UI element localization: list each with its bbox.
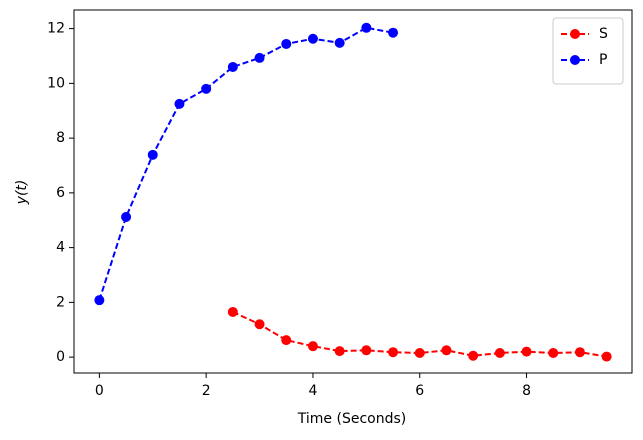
- x-tick-label: 8: [522, 383, 531, 399]
- marker: [307, 341, 318, 352]
- marker: [548, 348, 559, 359]
- y-tick-label: 4: [56, 240, 65, 256]
- legend-box: [552, 17, 624, 85]
- series-line: [98, 26, 394, 301]
- x-tick-label: 4: [308, 383, 317, 399]
- y-tick-label: 0: [56, 349, 65, 365]
- marker: [441, 345, 452, 356]
- x-tick-label: 0: [95, 383, 104, 399]
- marker: [281, 38, 292, 49]
- marker: [254, 52, 265, 63]
- marker: [227, 306, 238, 317]
- marker: [307, 33, 318, 44]
- marker: [521, 346, 532, 357]
- x-tick-label: 2: [202, 383, 211, 399]
- x-tick-label: 6: [415, 383, 424, 399]
- marker: [334, 37, 345, 48]
- y-axis-label: y(t): [14, 180, 30, 206]
- y-tick-label: 12: [47, 21, 65, 37]
- marker: [174, 98, 185, 109]
- legend: SP: [552, 17, 624, 85]
- y-tick-label: 10: [47, 75, 65, 91]
- marker: [94, 295, 105, 306]
- marker: [334, 346, 345, 357]
- x-axis-label: Time (Seconds): [297, 411, 406, 427]
- marker: [361, 22, 372, 33]
- marker: [468, 350, 479, 361]
- y-tick-label: 2: [56, 294, 65, 310]
- marker: [201, 83, 212, 94]
- marker: [227, 61, 238, 72]
- marker: [494, 348, 505, 359]
- legend-label: P: [599, 52, 607, 68]
- marker: [414, 348, 425, 359]
- marker: [281, 335, 292, 346]
- marker: [574, 347, 585, 358]
- y-tick-label: 6: [56, 185, 65, 201]
- marker: [388, 347, 399, 358]
- marker: [121, 211, 132, 222]
- marker: [388, 27, 399, 38]
- legend-label: S: [599, 26, 608, 42]
- marker: [361, 345, 372, 356]
- y-tick-label: 8: [56, 130, 65, 146]
- marker: [147, 149, 158, 160]
- marker: [254, 319, 265, 330]
- marker: [601, 351, 612, 362]
- legend-marker: [570, 55, 580, 65]
- legend-marker: [570, 29, 580, 39]
- plot-frame: [73, 9, 633, 374]
- series-line: [232, 311, 607, 358]
